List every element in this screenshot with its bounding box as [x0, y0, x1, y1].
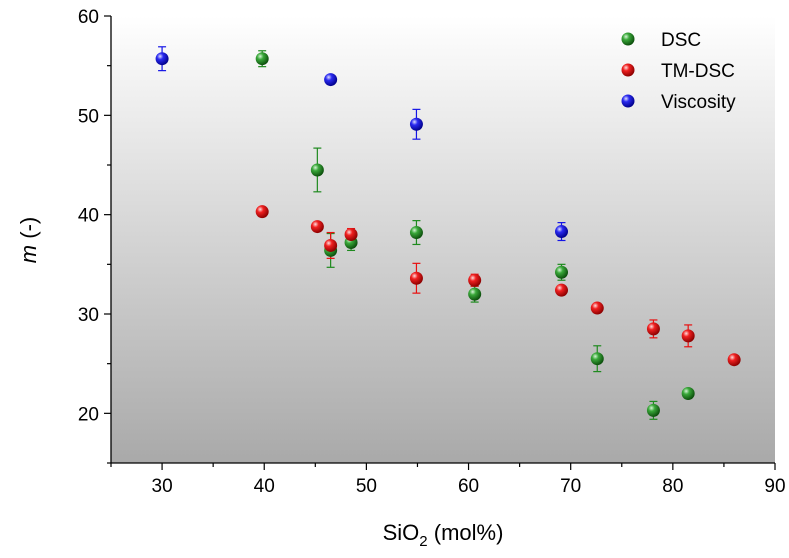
data-point-dsc — [255, 52, 269, 66]
data-point-tm-dsc — [554, 283, 568, 297]
plot-area — [111, 16, 775, 463]
y-tick-label: 20 — [78, 404, 99, 425]
x-axis-title-rest: (mol%) — [428, 520, 504, 545]
data-point-viscosity — [324, 73, 338, 87]
axes — [110, 16, 775, 464]
y-tick-label: 30 — [78, 305, 99, 326]
x-tick-label: 70 — [560, 476, 581, 497]
data-point-dsc — [554, 265, 568, 279]
data-point-dsc — [468, 287, 482, 301]
data-point-tm-dsc — [681, 329, 695, 343]
y-tick-label: 40 — [78, 206, 99, 227]
x-tick-label: 80 — [662, 476, 683, 497]
x-tick-label: 50 — [356, 476, 377, 497]
y-tick-label: 60 — [78, 7, 99, 28]
data-point-tm-dsc — [646, 322, 660, 336]
data-point-viscosity — [409, 117, 423, 131]
data-point-tm-dsc — [310, 220, 324, 234]
y-axis-title-italic: m — [16, 245, 41, 263]
data-point-tm-dsc — [727, 353, 741, 367]
legend-label-tm-dsc: TM-DSC — [661, 61, 735, 82]
x-axis-title-subscript: 2 — [419, 533, 427, 550]
data-point-tm-dsc — [468, 273, 482, 287]
legend-marker-viscosity — [621, 94, 635, 108]
x-tick-label: 90 — [764, 476, 785, 497]
data-point-viscosity — [155, 52, 169, 66]
x-axis-ticks: 30 40 50 60 70 80 90 — [110, 463, 786, 497]
y-tick-label: 50 — [78, 106, 99, 127]
data-point-tm-dsc — [255, 205, 269, 219]
data-point-dsc — [590, 352, 604, 366]
data-point-dsc — [409, 226, 423, 240]
x-tick-label: 60 — [458, 476, 479, 497]
data-point-tm-dsc — [344, 228, 358, 242]
x-axis-title: SiO2 (mol%) — [383, 520, 504, 550]
legend: DSC TM-DSC Viscosity — [621, 30, 736, 113]
data-point-viscosity — [554, 225, 568, 239]
data-point-tm-dsc — [409, 271, 423, 285]
data-point-dsc — [681, 386, 695, 400]
y-axis-ticks: 20 30 40 50 60 — [78, 7, 111, 464]
y-axis-title-rest: (-) — [16, 217, 41, 245]
data-point-tm-dsc — [590, 301, 604, 315]
data-point-dsc — [646, 403, 660, 417]
x-tick-label: 40 — [254, 476, 275, 497]
x-tick-label: 30 — [152, 476, 173, 497]
data-point-dsc — [310, 163, 324, 177]
data-points — [155, 52, 741, 417]
legend-marker-dsc — [621, 32, 635, 46]
legend-label-viscosity: Viscosity — [661, 92, 736, 113]
legend-marker-tm-dsc — [621, 63, 635, 77]
data-point-tm-dsc — [324, 238, 338, 252]
x-axis-title-main: SiO — [383, 520, 420, 545]
y-axis-title: m (-) — [16, 217, 41, 263]
legend-label-dsc: DSC — [661, 30, 701, 51]
